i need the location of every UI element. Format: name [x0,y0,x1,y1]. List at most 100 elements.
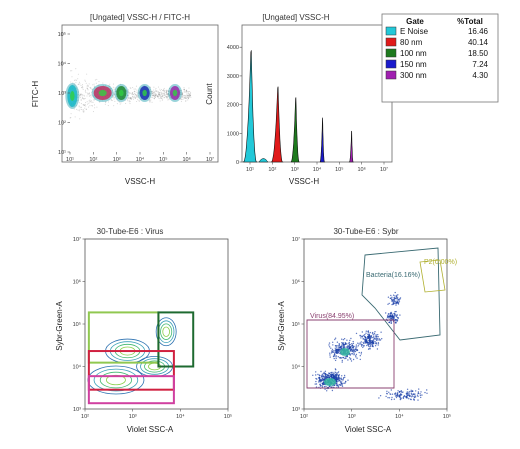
event-dot [151,91,153,93]
event-dot [387,313,389,315]
event-dot [102,82,104,84]
event-dot [167,95,169,97]
event-dot [187,93,189,95]
panel-sybr: 30-Tube-E6 : Sybr Virus(84.95%) Bacteria… [277,227,457,434]
x-tick-label: 10¹ [66,157,74,163]
event-dot [91,105,94,107]
event-dot [149,87,151,89]
event-dot [328,342,331,344]
p1-populations [65,82,182,109]
event-dot [183,88,185,91]
event-dot [347,345,349,347]
event-dot [181,93,184,95]
event-dot [79,118,81,120]
event-dot [419,394,422,397]
event-dot [73,108,75,110]
event-dot [134,91,136,93]
event-dot [83,94,85,96]
event-dot [183,88,185,90]
event-dot [411,394,413,396]
event-dot [364,339,367,341]
event-dot [109,85,111,87]
p4-x-label: Violet SSC-A [345,425,392,434]
event-dot [395,315,398,318]
event-dot [388,302,390,305]
event-dot [87,103,89,105]
event-dot [337,375,339,377]
event-dot [394,291,396,294]
event-dot [337,377,339,379]
event-dot [153,97,156,100]
p1-title: [Ungated] VSSC-H / FITC-H [90,13,190,22]
event-dot [151,92,153,94]
event-dot [348,341,350,344]
event-dot [83,98,86,100]
event-dot [165,92,167,94]
event-dot [124,99,127,101]
legend-header-gate: Gate [406,17,424,26]
event-dot [135,96,137,98]
event-dot [367,342,369,344]
event-dot [394,395,397,397]
event-dot [90,100,92,102]
event-dot [179,98,181,100]
x-tick-label: 10³ [129,414,137,420]
event-dot [389,314,391,316]
event-dot [375,335,377,337]
event-dot [132,96,134,98]
event-dot [107,101,110,103]
event-dot [154,96,156,99]
event-dot [188,95,190,97]
event-dot [155,89,157,91]
event-dot [148,100,150,102]
event-dot [341,344,343,346]
event-dot [390,389,392,391]
event-dot [374,340,376,343]
event-dot [366,342,368,344]
event-dot [189,93,192,95]
event-dot [82,97,84,99]
event-dot [83,110,85,112]
x-tick-label: 10⁴ [313,166,322,173]
event-dot [327,374,330,376]
event-dot [155,87,157,90]
event-dot [99,101,101,103]
event-dot [372,345,374,348]
event-dot [349,339,351,342]
event-dot [187,96,189,98]
event-dot [88,94,90,96]
event-dot [397,294,399,296]
contour-ring [93,368,139,392]
event-dot [90,96,92,98]
legend-gate-name: 300 nm [400,71,427,80]
event-dot [417,391,420,393]
event-dot [368,338,371,341]
event-dot [376,348,379,350]
event-dot [185,89,188,91]
event-dot [183,90,185,92]
x-tick-label: 10⁶ [357,166,365,173]
event-dot [343,343,345,346]
event-dot [72,82,74,84]
event-dot [165,96,167,98]
event-dot [187,98,190,100]
event-dot [138,92,140,94]
event-dot [352,346,355,349]
event-dot [84,79,86,81]
event-dot [180,90,182,92]
event-dot [351,343,353,345]
event-dot [371,333,374,335]
event-dot [364,342,366,344]
event-dot [356,357,358,359]
event-dot [110,99,112,101]
event-dot [127,95,129,97]
event-dot [136,95,138,97]
event-dot [366,344,368,347]
event-dot [339,348,341,350]
event-dot [153,93,155,95]
event-dot [348,357,351,359]
event-dot [133,88,135,90]
event-dot [153,94,155,96]
p4-gate-bacteria [361,247,441,341]
event-dot [127,94,129,96]
